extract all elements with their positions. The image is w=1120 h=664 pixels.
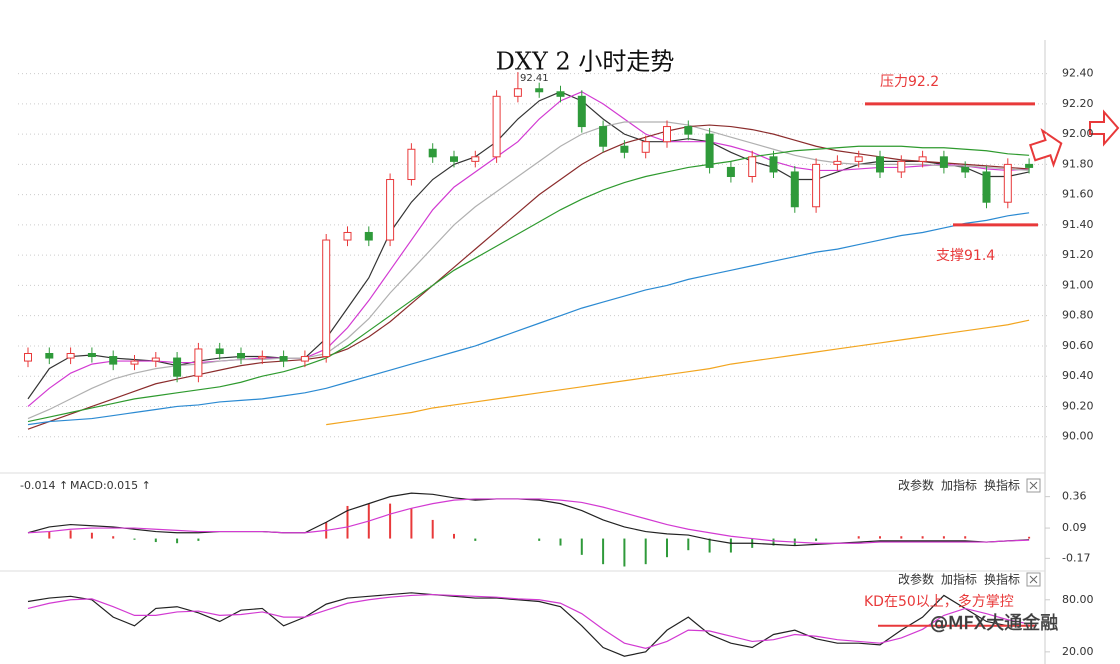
candle-body xyxy=(876,156,884,173)
candle-body xyxy=(577,95,586,128)
close-icon xyxy=(1029,575,1038,584)
candle-body xyxy=(109,356,118,365)
candle-body xyxy=(237,353,245,359)
candle-body xyxy=(812,163,821,208)
y-tick-label: 91.60 xyxy=(1062,188,1094,201)
candle-body xyxy=(364,231,373,241)
candle-body xyxy=(258,356,267,359)
candle-body xyxy=(961,166,970,173)
candle-body xyxy=(471,156,480,162)
candle-body xyxy=(684,126,693,135)
arrow-icon xyxy=(1029,128,1063,168)
candle-body xyxy=(897,160,906,173)
y-tick-label: 90.00 xyxy=(1062,430,1094,443)
candle-body xyxy=(66,353,75,359)
y-tick-label: 0.36 xyxy=(1062,490,1087,503)
candle-body xyxy=(450,156,458,162)
candle-body xyxy=(279,356,288,362)
candle-body xyxy=(620,145,629,153)
candle-body xyxy=(151,357,160,362)
y-tick-label: 91.80 xyxy=(1062,157,1094,170)
y-tick-label: 90.60 xyxy=(1062,339,1094,352)
candle-body xyxy=(322,239,331,358)
candle-body xyxy=(87,353,96,358)
candle-body xyxy=(45,353,54,359)
candle-body xyxy=(1003,163,1012,203)
legend-entry: -0.014 ↑ xyxy=(20,479,68,492)
dif-line xyxy=(27,492,1030,547)
y-tick-label: 90.40 xyxy=(1062,369,1094,382)
candle-body xyxy=(1025,163,1034,168)
dea-line xyxy=(27,498,1030,544)
candle-body xyxy=(982,171,991,203)
y-tick-label: 90.20 xyxy=(1062,399,1094,412)
y-tick-label: 92.20 xyxy=(1062,97,1094,110)
candle-body xyxy=(386,179,395,241)
candle-body xyxy=(790,171,799,208)
close-icon xyxy=(1029,481,1038,490)
candle-body xyxy=(641,141,650,153)
legend-entry: MACD:0.015 ↑ xyxy=(70,479,151,492)
y-tick-label: 92.00 xyxy=(1062,127,1094,140)
candle-body xyxy=(407,148,416,181)
y-tick-label: 92.40 xyxy=(1062,67,1094,80)
annotation: 压力92.2 xyxy=(880,74,939,90)
y-tick-label: 91.40 xyxy=(1062,218,1094,231)
candle-body xyxy=(705,133,714,168)
toolbar-button[interactable]: 换指标 xyxy=(984,572,1020,587)
candle-body xyxy=(130,360,139,365)
y-tick-label: 90.80 xyxy=(1062,309,1094,322)
ma-line xyxy=(27,212,1030,426)
annotation: KD在50以上，多方掌控 xyxy=(864,593,1014,610)
candle-body xyxy=(300,356,309,362)
candle-body xyxy=(599,126,608,147)
candle-body xyxy=(492,95,501,158)
peak-label: 92.41 xyxy=(520,73,549,84)
candle-body xyxy=(428,148,437,158)
candle-body xyxy=(726,166,735,177)
toolbar-button[interactable]: 换指标 xyxy=(984,478,1020,493)
candle-body xyxy=(939,156,948,168)
toolbar-button[interactable]: 加指标 xyxy=(941,478,977,493)
candle-body xyxy=(918,156,927,162)
d-line xyxy=(27,593,1030,650)
y-tick-label: 20.00 xyxy=(1062,645,1094,658)
candle-body xyxy=(556,91,565,97)
toolbar-button[interactable]: 改参数 xyxy=(898,572,934,587)
arrow-icon xyxy=(1089,109,1120,147)
ma-line xyxy=(326,319,1030,426)
candle-body xyxy=(173,357,182,377)
candle-body xyxy=(854,156,863,162)
candle-body xyxy=(513,88,522,97)
candle-body xyxy=(24,353,32,362)
annotation: 支撑91.4 xyxy=(936,248,995,264)
candle-body xyxy=(343,231,352,241)
watermark: @MFX大通金融 xyxy=(930,613,1058,634)
ma-line xyxy=(27,91,1030,400)
candle-body xyxy=(833,160,842,165)
candle-body xyxy=(663,126,671,143)
toolbar-button[interactable]: 改参数 xyxy=(898,478,934,493)
candle-body xyxy=(535,88,544,93)
y-tick-label: 0.09 xyxy=(1062,521,1087,534)
ma-line xyxy=(27,145,1030,423)
toolbar-button[interactable]: 加指标 xyxy=(941,572,977,587)
candle-body xyxy=(215,348,224,355)
chart-title: DXY 2 小时走势 xyxy=(496,48,675,76)
candle-body xyxy=(769,156,778,173)
y-tick-label: -0.17 xyxy=(1062,551,1090,564)
y-tick-label: 80.00 xyxy=(1062,593,1094,606)
y-tick-label: 91.00 xyxy=(1062,278,1094,291)
candle-body xyxy=(194,348,203,377)
candle-body xyxy=(748,156,757,177)
y-tick-label: 91.20 xyxy=(1062,248,1094,261)
